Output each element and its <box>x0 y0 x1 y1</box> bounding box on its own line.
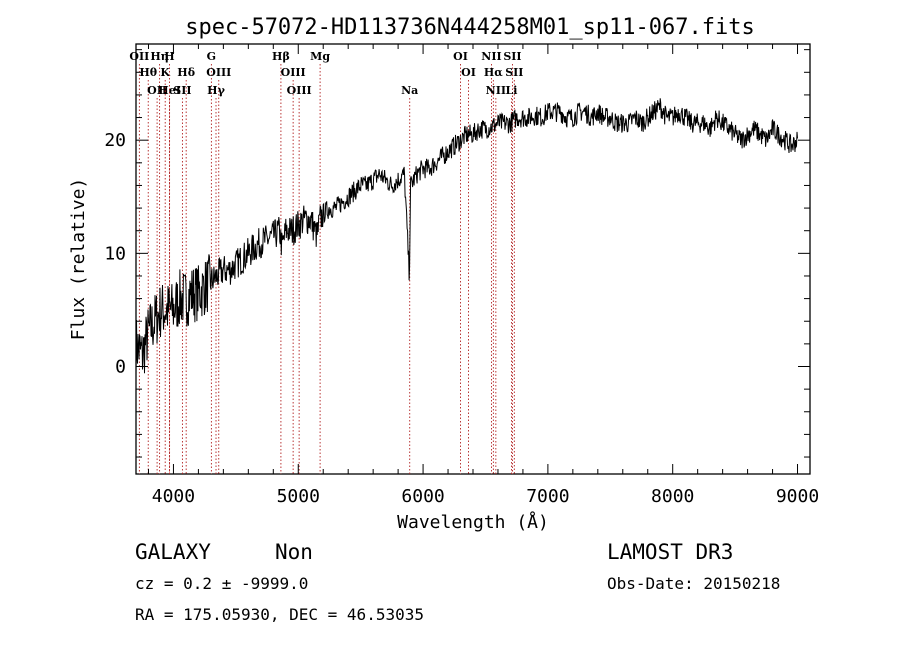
spectrum-line <box>135 98 798 374</box>
y-axis-label: Flux (relative) <box>68 178 89 341</box>
line-label: Hθ <box>139 66 157 79</box>
plot-frame <box>135 43 811 475</box>
y-tick-label: 20 <box>104 130 126 151</box>
line-label: OII <box>147 84 167 97</box>
x-tick-label: 9000 <box>776 486 819 507</box>
x-tick-label: 4000 <box>152 486 195 507</box>
line-label: SII <box>173 84 191 97</box>
object-subclass: Non <box>275 540 313 564</box>
line-label: OIII <box>281 66 306 79</box>
line-label: SII <box>503 50 521 63</box>
line-label: Na <box>401 84 418 97</box>
x-tick-label: 7000 <box>526 486 569 507</box>
survey-name: LAMOST DR3 <box>607 540 733 564</box>
line-label: Hδ <box>177 66 195 79</box>
line-label: Hβ <box>272 50 290 63</box>
x-tick-label: 5000 <box>277 486 320 507</box>
chart-title: spec-57072-HD113736N444258M01_sp11-067.f… <box>185 15 755 40</box>
axis-ticks: 4000 5000 6000 7000 8000 9000 0 10 20 <box>104 44 819 507</box>
line-label: Hη <box>150 50 168 63</box>
x-axis-label: Wavelength (Å) <box>397 511 549 533</box>
line-label: H <box>164 50 174 63</box>
line-label: Hγ <box>207 84 225 97</box>
line-label: NII <box>486 84 506 97</box>
line-label: OI <box>453 50 468 63</box>
line-label: Hα <box>484 66 503 79</box>
ra-dec: RA = 175.05930, DEC = 46.53035 <box>135 605 424 624</box>
line-label: Li <box>505 84 517 97</box>
line-label: G <box>207 50 216 63</box>
emission-line-markers: OIIHθOIIHηHeIKHHδSIIGOIIIHγHβOIIIOIIIMgN… <box>129 50 523 474</box>
line-label: OIII <box>206 66 231 79</box>
object-class: GALAXY <box>135 540 211 564</box>
line-label: OIII <box>287 84 312 97</box>
line-label: K <box>160 66 170 79</box>
line-label: SII <box>505 66 523 79</box>
redshift-cz: cz = 0.2 ± -9999.0 <box>135 574 308 593</box>
obs-date: Obs-Date: 20150218 <box>607 574 780 593</box>
y-tick-label: 10 <box>104 243 126 264</box>
y-tick-label: 0 <box>115 357 126 378</box>
line-label: NII <box>481 50 501 63</box>
line-label: Mg <box>310 50 330 63</box>
x-tick-label: 6000 <box>401 486 444 507</box>
x-tick-label: 8000 <box>651 486 694 507</box>
line-label: OI <box>461 66 476 79</box>
line-label: HeI <box>158 84 181 97</box>
line-label: OII <box>129 50 149 63</box>
spectrum-series <box>135 98 798 374</box>
